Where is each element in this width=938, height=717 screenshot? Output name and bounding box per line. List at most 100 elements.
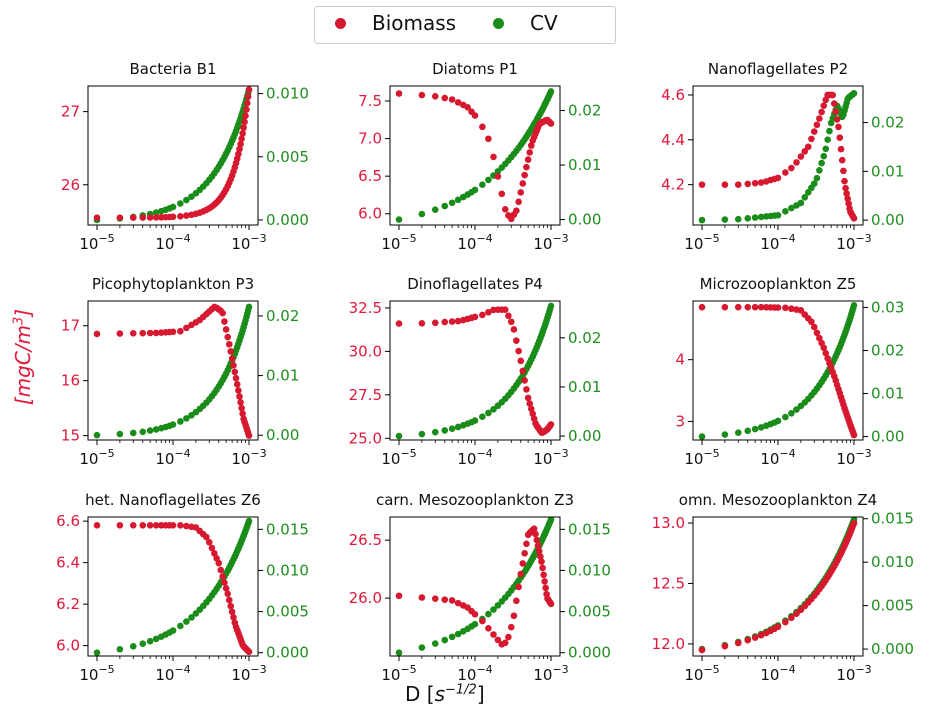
biomass-point	[813, 329, 821, 337]
cv-point	[454, 196, 462, 204]
legend-biomass-marker	[335, 17, 346, 29]
biomass-point	[532, 530, 539, 538]
biomass-point	[93, 330, 101, 338]
plot-area	[93, 517, 253, 656]
biomass-point	[129, 521, 137, 529]
right-tick-label: 0.00	[266, 426, 299, 444]
subplot-title: Diatoms P1	[432, 60, 518, 78]
biomass-point	[454, 99, 462, 106]
biomass-point	[177, 212, 184, 220]
biomass-point	[513, 337, 520, 344]
biomass-point	[774, 174, 782, 182]
cv-point	[183, 618, 190, 625]
cv-point	[418, 430, 426, 438]
right-tick-label: 0.02	[871, 341, 904, 359]
cv-point	[721, 431, 729, 438]
biomass-point	[418, 594, 426, 601]
biomass-point	[521, 550, 528, 557]
biomass-point	[129, 330, 137, 337]
x-tick-label: 10−3	[836, 663, 871, 684]
right-tick-label: 0.005	[871, 597, 914, 615]
biomass-point	[816, 115, 823, 122]
left-tick-label: 7.0	[358, 130, 382, 148]
biomass-point	[530, 525, 538, 533]
cv-point	[734, 215, 742, 223]
right-tick-label: 0.02	[871, 114, 904, 132]
right-tick-label: 0.015	[871, 510, 914, 528]
biomass-point	[774, 623, 782, 631]
biomass-point	[801, 148, 809, 155]
biomass-point	[231, 368, 239, 376]
biomass-point	[237, 399, 244, 406]
right-tick-label: 0.00	[871, 428, 904, 446]
biomass-point	[782, 169, 789, 176]
cv-point	[431, 640, 439, 647]
cv-point	[816, 167, 823, 174]
biomass-point	[721, 303, 729, 311]
biomass-point	[441, 94, 449, 102]
cv-point	[395, 216, 403, 223]
biomass-point	[490, 153, 497, 161]
cv-point	[448, 425, 456, 432]
cv-point	[698, 216, 706, 224]
cv-point	[850, 90, 858, 97]
cv-point	[774, 211, 782, 219]
cv-point	[183, 196, 190, 204]
biomass-point	[820, 102, 828, 110]
biomass-point	[221, 318, 228, 325]
biomass-point	[244, 99, 251, 107]
cv-point	[245, 303, 253, 311]
biomass-point	[219, 309, 226, 317]
subplot-3: Nanoflagellates P2 10−5 10−4 10−3 4.2 4.4 4.6 0…	[661, 60, 904, 253]
biomass-point	[479, 311, 486, 319]
right-tick-label: 0.010	[266, 561, 309, 579]
x-tick-label: 10−3	[231, 232, 266, 253]
biomass-point	[479, 617, 486, 625]
biomass-point	[139, 521, 147, 529]
biomass-point	[501, 639, 509, 647]
biomass-point	[774, 304, 782, 311]
cv-point	[454, 630, 462, 638]
biomass-point	[243, 106, 250, 113]
biomass-point	[431, 319, 439, 327]
biomass-point	[93, 214, 101, 221]
cv-point	[774, 417, 782, 425]
left-tick-label: 6.4	[56, 554, 80, 572]
biomass-point	[744, 180, 752, 188]
right-tick-label: 0.02	[568, 329, 601, 347]
biomass-point	[448, 318, 456, 325]
biomass-point	[431, 93, 439, 100]
subplot-title: Microzooplankton Z5	[700, 275, 857, 293]
left-tick-label: 4.4	[661, 131, 685, 149]
biomass-point	[177, 327, 184, 335]
biomass-point	[507, 318, 515, 326]
biomass-point	[757, 179, 765, 186]
right-tick-label: 0.03	[871, 298, 904, 316]
biomass-point	[228, 355, 236, 362]
biomass-point	[510, 612, 518, 620]
biomass-point	[441, 596, 449, 603]
cv-point	[448, 199, 456, 207]
cv-point	[797, 199, 805, 207]
legend-biomass: Biomass	[335, 11, 456, 35]
biomass-point	[227, 602, 235, 610]
biomass-point	[751, 634, 759, 641]
cv-point	[788, 204, 795, 212]
cv-point	[146, 637, 154, 645]
cv-point	[116, 430, 124, 438]
legend: Biomass CV	[314, 6, 616, 44]
cv-point	[757, 424, 765, 431]
plot-area	[395, 88, 555, 223]
biomass-point	[454, 599, 462, 607]
biomass-point	[698, 181, 706, 188]
right-tick-label: 0.00	[568, 211, 601, 229]
cv-point	[751, 425, 759, 433]
biomass-point	[454, 317, 462, 325]
biomass-point	[448, 96, 456, 103]
biomass-point	[510, 326, 518, 333]
right-tick-label: 0.00	[568, 427, 601, 445]
cv-point	[431, 206, 439, 213]
biomass-point	[788, 614, 795, 622]
biomass-point	[517, 570, 525, 578]
biomass-point	[829, 91, 837, 99]
